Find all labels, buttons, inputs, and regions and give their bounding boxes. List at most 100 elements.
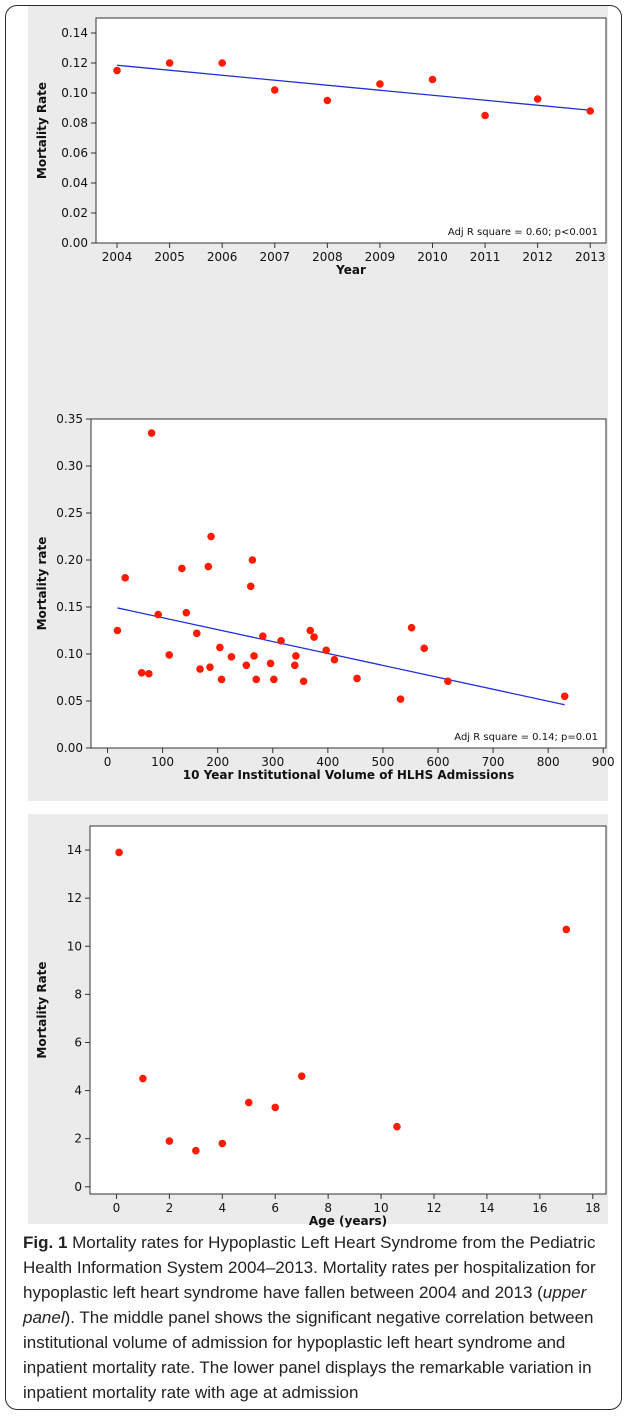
middle-panel: 0.00 0.05 0.10 0.15 0.20 0.25 0.30 0.35 0 100 200 3… <box>28 401 615 801</box>
data-point <box>533 95 542 103</box>
y-tick-label: 0.08 <box>61 116 88 130</box>
data-point <box>207 532 215 541</box>
data-point <box>178 564 186 573</box>
age-mortality-chart: 0 2 4 6 8 10 12 14 0 2 4 6 8 10 12 14 16 18 Age (years) Mor… <box>35 825 607 1228</box>
x-tick-label: 10 <box>373 1201 388 1215</box>
data-point <box>270 86 279 94</box>
data-point <box>192 629 201 638</box>
data-point <box>330 655 339 664</box>
data-point <box>145 669 153 678</box>
data-point <box>322 646 330 655</box>
data-point <box>266 659 275 668</box>
x-tick-label: 2004 <box>102 250 133 264</box>
x-tick-label: 14 <box>479 1201 494 1215</box>
x-tick-label: 12 <box>426 1201 441 1215</box>
data-point <box>444 677 452 686</box>
data-point <box>376 80 384 88</box>
year-mortality-chart: 0.00 0.02 0.04 0.06 0.08 0.10 0.12 0.14 2004 2005… <box>35 17 607 277</box>
data-point <box>353 674 361 683</box>
x-tick-label: 2010 <box>417 250 448 264</box>
caption-text-after: ). The middle panel shows the significan… <box>23 1308 594 1402</box>
data-point <box>196 665 204 673</box>
x-tick-label: 0 <box>104 755 112 769</box>
data-point <box>227 653 236 661</box>
y-tick-label: 8 <box>74 987 82 1001</box>
data-point <box>562 925 571 934</box>
y-tick-label: 4 <box>74 1084 82 1098</box>
x-tick-label: 600 <box>427 755 450 769</box>
data-point <box>393 1122 401 1131</box>
y-tick-label: 0.14 <box>61 26 88 40</box>
y-tick-label: 0.02 <box>61 206 88 220</box>
data-point <box>165 59 174 67</box>
x-tick-label: 100 <box>151 755 174 769</box>
x-axis-label: 10 Year Institutional Volume of HLHS Adm… <box>183 768 514 782</box>
caption-text-before: Mortality rates for Hypoplastic Left Hea… <box>23 1233 596 1302</box>
y-tick-label: 0.04 <box>61 176 88 190</box>
y-axis-label: Mortality Rate <box>35 961 49 1058</box>
y-tick-label: 0.00 <box>56 741 83 755</box>
x-tick-label: 4 <box>218 1201 226 1215</box>
y-tick-label: 14 <box>67 843 82 857</box>
data-point <box>271 1103 280 1112</box>
y-tick-label: 0.00 <box>61 236 88 250</box>
lower-panel: 0 2 4 6 8 10 12 14 0 2 4 6 8 10 12 14 16 18 Age (years) Mor… <box>28 814 608 1228</box>
y-tick-label: 0.10 <box>56 647 83 661</box>
x-tick-label: 8 <box>324 1201 332 1215</box>
data-point <box>270 675 278 684</box>
x-tick-label: 2009 <box>365 250 396 264</box>
y-tick-label: 0.35 <box>56 412 83 426</box>
data-point <box>586 107 595 115</box>
data-point <box>297 1072 306 1080</box>
data-point <box>246 582 255 591</box>
data-point <box>139 1074 147 1083</box>
trend-line <box>116 64 591 111</box>
data-point <box>147 429 156 437</box>
plot-area <box>95 17 607 244</box>
figure-frame: 0.00 0.02 0.04 0.06 0.08 0.10 0.12 0.14 2004 2005… <box>5 5 622 1410</box>
trend-line <box>117 607 565 706</box>
data-point <box>165 651 174 659</box>
data-point <box>192 1146 200 1155</box>
y-tick-label: 2 <box>74 1132 82 1146</box>
data-point <box>420 644 429 653</box>
data-point <box>428 75 437 84</box>
y-tick-label: 10 <box>67 939 82 953</box>
data-point <box>165 1137 174 1145</box>
x-tick-label: 300 <box>261 755 284 769</box>
data-point <box>113 66 121 75</box>
data-point <box>306 626 315 635</box>
x-tick-label: 400 <box>316 755 339 769</box>
data-point <box>481 111 489 120</box>
y-tick-label: 6 <box>74 1035 82 1049</box>
y-axis-label: Mortality rate <box>35 537 49 631</box>
x-tick-label: 700 <box>482 755 505 769</box>
y-tick-label: 0.12 <box>61 56 88 70</box>
x-axis-label: Year <box>335 263 366 277</box>
x-tick-label: 0 <box>113 1201 121 1215</box>
data-point <box>242 661 251 670</box>
y-tick-label: 0.30 <box>56 459 83 473</box>
data-point <box>217 675 226 684</box>
x-tick-label: 2013 <box>575 250 606 264</box>
x-tick-label: 16 <box>532 1201 547 1215</box>
caption-emphasis: upper panel <box>23 1283 587 1327</box>
y-tick-label: 0.06 <box>61 146 88 160</box>
data-point <box>396 695 405 703</box>
y-tick-label: 0.05 <box>56 694 83 708</box>
data-point <box>259 632 267 640</box>
plot-area <box>89 825 607 1195</box>
x-tick-label: 2 <box>166 1201 174 1215</box>
upper-panel: 0.00 0.02 0.04 0.06 0.08 0.10 0.12 0.14 2004 2005… <box>28 6 608 406</box>
y-tick-label: 0.15 <box>56 600 83 614</box>
data-point <box>218 1139 227 1148</box>
x-tick-label: 2008 <box>312 250 343 264</box>
data-point <box>115 848 123 857</box>
data-point <box>182 608 191 617</box>
data-point <box>206 663 214 671</box>
y-tick-label: 0.25 <box>56 506 83 520</box>
data-point <box>252 675 261 684</box>
data-point <box>113 626 122 635</box>
x-tick-label: 2006 <box>207 250 238 264</box>
data-point <box>290 661 299 670</box>
